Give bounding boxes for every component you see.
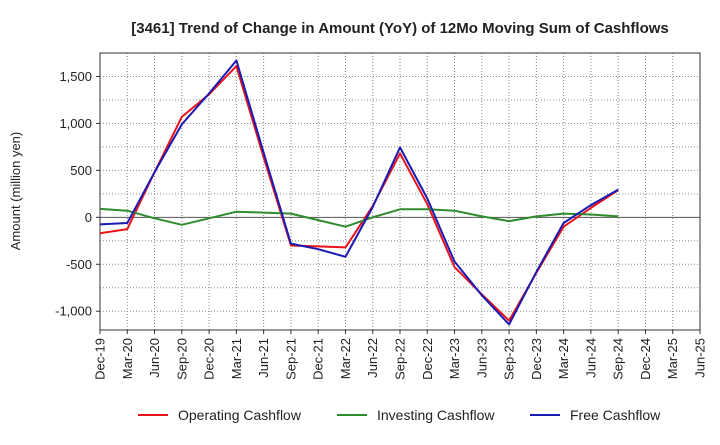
x-tick-label: Mar-21 [229,338,244,379]
grid [99,52,701,330]
x-tick-label: Sep-22 [393,338,408,380]
x-tick-label: Jun-21 [256,338,271,378]
y-tick-label: 1,500 [59,69,92,84]
x-tick-label: Dec-19 [93,338,108,380]
x-tick-label: Jun-24 [583,338,598,378]
operating-cashflow-line [99,65,619,322]
legend: Operating Cashflow Investing Cashflow Free… [138,407,661,423]
y-tick-label: 500 [70,163,92,178]
x-tick-label: Mar-20 [120,338,135,379]
legend-label-investing-cashflow: Investing Cashflow [377,407,495,423]
x-tick-label: Mar-23 [447,338,462,379]
y-axis-label: Amount (million yen) [8,132,23,251]
y-tick-label: -500 [66,257,92,272]
x-tick-label: Mar-24 [556,338,571,379]
x-tick-label: Jun-25 [693,338,708,378]
x-tick-label: Dec-21 [311,338,326,380]
x-tick-label: Sep-23 [502,338,517,380]
chart-title: [3461] Trend of Change in Amount (YoY) o… [131,20,669,37]
x-tick-label: Jun-23 [474,338,489,378]
x-tick-label: Sep-20 [174,338,189,380]
x-tick-label: Sep-21 [283,338,298,380]
x-tick-label: Jun-22 [365,338,380,378]
free-cashflow-line [99,59,619,326]
y-tick-label: 0 [85,210,92,225]
x-tick-label: Dec-22 [420,338,435,380]
x-tick-label: Dec-23 [529,338,544,380]
x-tick-label: Dec-20 [202,338,217,380]
y-tick-label: -1,000 [55,304,92,319]
x-tick-label: Mar-22 [338,338,353,379]
investing-cashflow-line [99,207,619,228]
x-tick-label: Sep-24 [611,338,626,380]
axes: 1,500 1,000 500 0 -500 -1,000 Dec-19 Mar-20 Jun-… [55,52,708,380]
x-tick-label: Mar-25 [665,338,680,379]
series-lines [99,59,619,326]
legend-label-free-cashflow: Free Cashflow [570,407,661,423]
x-tick-label: Jun-20 [147,338,162,378]
y-tick-label: 1,000 [59,116,92,131]
x-tick-label: Dec-24 [638,338,653,380]
legend-label-operating-cashflow: Operating Cashflow [178,407,302,423]
